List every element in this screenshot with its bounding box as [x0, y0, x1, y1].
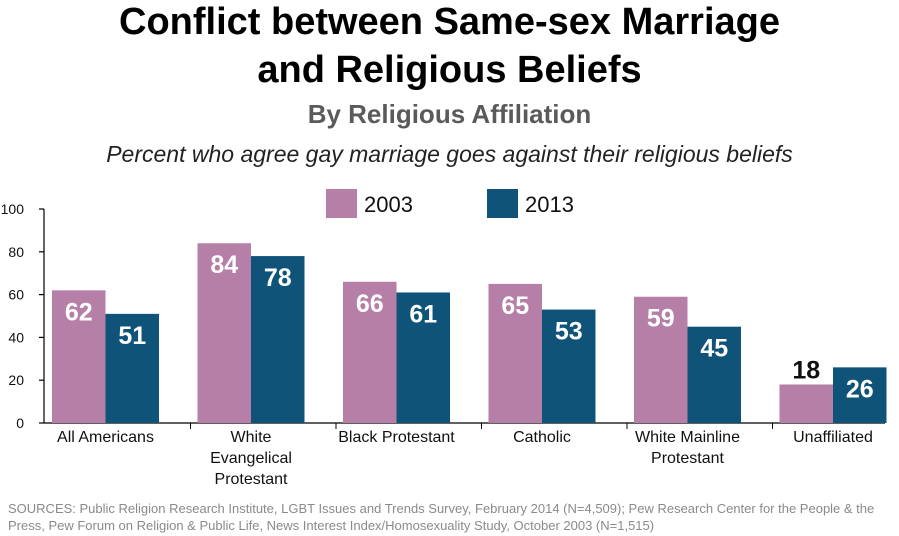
bar-chart: 0 20 40 60 80 100 62 51 All Americans 84 78 White Ev… — [1, 189, 887, 488]
y-tick-label: 20 — [8, 372, 24, 388]
chart-title-line-1: Conflict between Same-sex Marriage — [119, 1, 780, 43]
bar-value-label: 65 — [501, 292, 529, 320]
bar-2013-1 — [251, 256, 305, 423]
legend-label-2003: 2003 — [364, 192, 413, 217]
bar-value-label: 26 — [846, 375, 874, 403]
bar-value-label: 62 — [65, 298, 93, 326]
bar-value-label: 61 — [409, 300, 437, 328]
bar-value-label: 78 — [264, 264, 292, 292]
bar-value-label: 45 — [700, 335, 728, 363]
y-tick-label: 0 — [16, 415, 24, 431]
bar-value-label: 18 — [792, 356, 820, 384]
bar-value-label: 84 — [210, 251, 238, 279]
chart-subtitle: By Religious Affiliation — [307, 99, 592, 129]
y-tick-label: 40 — [8, 329, 24, 345]
legend-swatch-2013 — [487, 189, 518, 218]
chart-question: Percent who agree gay marriage goes agai… — [106, 141, 793, 167]
bar-value-label: 66 — [356, 290, 384, 318]
bar-2013-4 — [687, 326, 741, 423]
x-category-label: Black Protestant — [338, 429, 455, 446]
bar-2013-3 — [542, 309, 596, 423]
x-category-label: Protestant — [651, 450, 724, 467]
bar-2003-2 — [343, 281, 397, 423]
x-category-label: Evangelical — [210, 450, 292, 467]
y-tick-label: 100 — [1, 201, 25, 217]
chart-title-line-2: and Religious Beliefs — [257, 49, 642, 91]
bar-value-label: 59 — [647, 305, 675, 333]
x-category-label: Catholic — [513, 429, 571, 446]
x-category-label: White Mainline — [635, 429, 740, 446]
legend-swatch-2003 — [326, 189, 357, 218]
bar-2013-0 — [105, 313, 159, 423]
legend-label-2013: 2013 — [525, 192, 574, 217]
sources-note: SOURCES: Public Religion Research Instit… — [8, 501, 875, 533]
x-category-label: White — [231, 429, 272, 446]
bar-2003-3 — [488, 283, 542, 423]
bar-2013-2 — [396, 292, 450, 423]
bar-2003-1 — [197, 243, 251, 423]
bar-value-label: 51 — [118, 322, 146, 350]
bar-value-label: 53 — [555, 318, 583, 346]
x-category-label: Protestant — [215, 471, 288, 488]
bar-2003-5 — [779, 384, 833, 423]
bar-2003-4 — [634, 296, 688, 423]
y-tick-label: 80 — [8, 244, 24, 260]
bar-2013-5 — [833, 367, 887, 423]
x-category-label: All Americans — [57, 429, 154, 446]
y-tick-label: 60 — [8, 287, 24, 303]
x-category-label: Unaffiliated — [793, 429, 873, 446]
bar-2003-0 — [52, 290, 106, 423]
